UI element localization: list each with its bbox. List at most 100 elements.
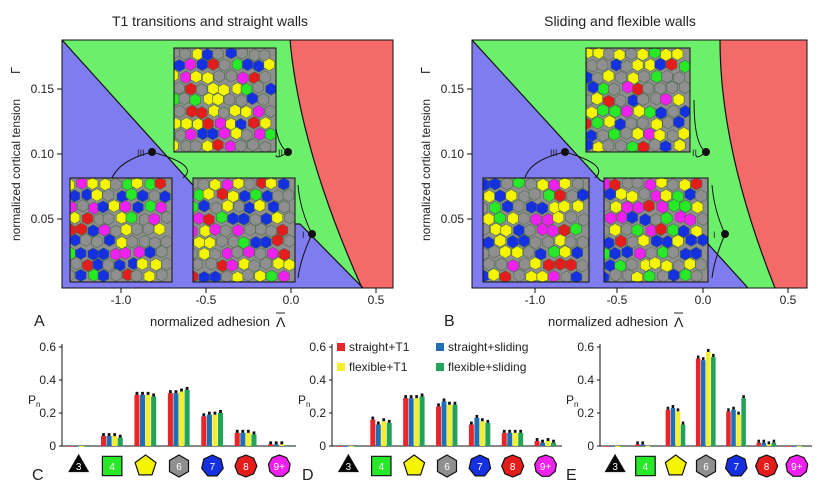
ytick-D-1: 0.4	[309, 373, 326, 387]
error-bar	[269, 441, 273, 445]
tissue-cell	[511, 245, 524, 260]
bar-E-9+-1	[791, 446, 797, 447]
xlabel-B: normalized adhesion	[548, 314, 668, 329]
tissue-cell	[265, 177, 277, 190]
phase-diagram-B: Sliding and flexible walls -1.0 -0.5 0.0…	[418, 13, 808, 330]
tissue-cell	[185, 82, 197, 96]
tissue-cell	[495, 257, 508, 271]
polygon-9+-icon	[267, 454, 291, 477]
bar-D-3-0	[337, 446, 343, 447]
tissue-cell	[240, 105, 252, 119]
tissue-cell	[542, 258, 555, 272]
tissue-cell	[655, 106, 667, 120]
error-bar	[486, 419, 490, 423]
tissue-cell	[559, 177, 571, 191]
bar-E-7-1	[731, 409, 736, 446]
error-bar	[180, 388, 183, 392]
bar-D-3-3	[353, 446, 359, 447]
xtick-A-1: -0.5	[196, 293, 217, 307]
bar-C-6-1	[173, 393, 179, 446]
tissue-inset-A-I	[192, 177, 296, 283]
axis-ticks-A	[57, 88, 377, 293]
tissue-cell	[643, 199, 655, 213]
bar-E-3-1	[610, 446, 615, 447]
xsymbol-B: Λ	[674, 314, 684, 330]
tissue-cell	[609, 246, 621, 261]
bar-C-6-0	[167, 393, 173, 446]
bar-D-3-1	[342, 446, 348, 447]
tissue-cell	[222, 199, 234, 213]
bar-D-6-3	[452, 404, 458, 446]
polygon-label-6: 6	[703, 462, 709, 473]
tissue-cell	[156, 268, 168, 282]
tissue-cell	[102, 258, 114, 272]
polygon-8-icon	[501, 454, 525, 478]
tissue-cell	[604, 211, 617, 225]
tissue-cell	[513, 223, 525, 238]
error-bar	[146, 391, 150, 395]
error-bar	[552, 439, 555, 443]
tissue-cell	[528, 187, 541, 201]
tissue-cell	[501, 177, 513, 191]
tissue-cell	[671, 47, 684, 61]
tissue-cell	[87, 224, 99, 238]
tissue-cell	[97, 247, 110, 261]
tissue-cell	[631, 177, 644, 190]
tissue-cell	[559, 245, 571, 259]
polygon-8-icon	[234, 454, 258, 478]
tissue-cell	[223, 92, 236, 107]
tissue-cell	[196, 106, 208, 120]
tissue-cell	[671, 234, 684, 248]
polygon-7-icon	[724, 454, 748, 477]
tissue-cell	[650, 117, 663, 132]
panel-letter-b: B	[444, 313, 455, 330]
tissue-cell	[494, 189, 506, 203]
tissue-cell	[602, 69, 615, 83]
tissue-cell	[650, 69, 663, 84]
tissue-cell	[674, 210, 687, 224]
tissue-cell	[487, 268, 500, 282]
polygon-label-3: 3	[76, 462, 82, 473]
tissue-cell	[193, 211, 205, 225]
tissue-cell	[248, 259, 260, 273]
polygon-4-icon	[635, 455, 656, 477]
bar-D-8-0	[501, 432, 507, 446]
tissue-cell	[608, 127, 621, 141]
tissue-cell	[643, 127, 656, 141]
polygon-label-9+: 9+	[540, 462, 552, 473]
bar-D-9+-1	[540, 442, 546, 446]
tissue-cell	[679, 199, 692, 213]
bar-E-8-0	[756, 442, 762, 446]
tissue-cell	[615, 70, 627, 85]
tissue-cell	[615, 187, 628, 201]
tissue-cell	[207, 57, 219, 71]
tissue-cell	[227, 212, 239, 226]
error-bar	[274, 441, 278, 445]
tissue-cell	[566, 189, 578, 203]
polygon-label-7: 7	[734, 462, 740, 473]
polygon-6-icon	[436, 454, 458, 478]
ytick-B-2: 0.05	[441, 212, 465, 226]
tissue-cell	[249, 48, 261, 62]
bar-C-3-1	[73, 446, 79, 447]
bar-C-5-1	[140, 394, 146, 446]
tissue-cell	[694, 189, 707, 203]
tissue-cell	[237, 71, 249, 85]
error-bar	[113, 433, 117, 437]
bar-C-4-3	[117, 437, 123, 446]
tissue-cell	[229, 104, 241, 118]
region-red-A	[290, 40, 393, 288]
bar-C-4-2	[112, 436, 118, 446]
tissue-cell	[691, 200, 704, 214]
tissue-cell	[230, 126, 243, 140]
tissue-cell	[212, 92, 224, 106]
tissue-cell	[173, 58, 186, 73]
tissue-inset-A-III	[69, 177, 173, 283]
panel-letter-c: C	[32, 467, 44, 484]
tissue-cell	[644, 58, 657, 72]
tissue-cell	[609, 223, 622, 237]
ytick-B-1: 0.10	[441, 147, 465, 161]
tissue-cell	[243, 245, 255, 259]
tissue-cell	[97, 200, 109, 214]
tissue-cell	[144, 199, 157, 213]
